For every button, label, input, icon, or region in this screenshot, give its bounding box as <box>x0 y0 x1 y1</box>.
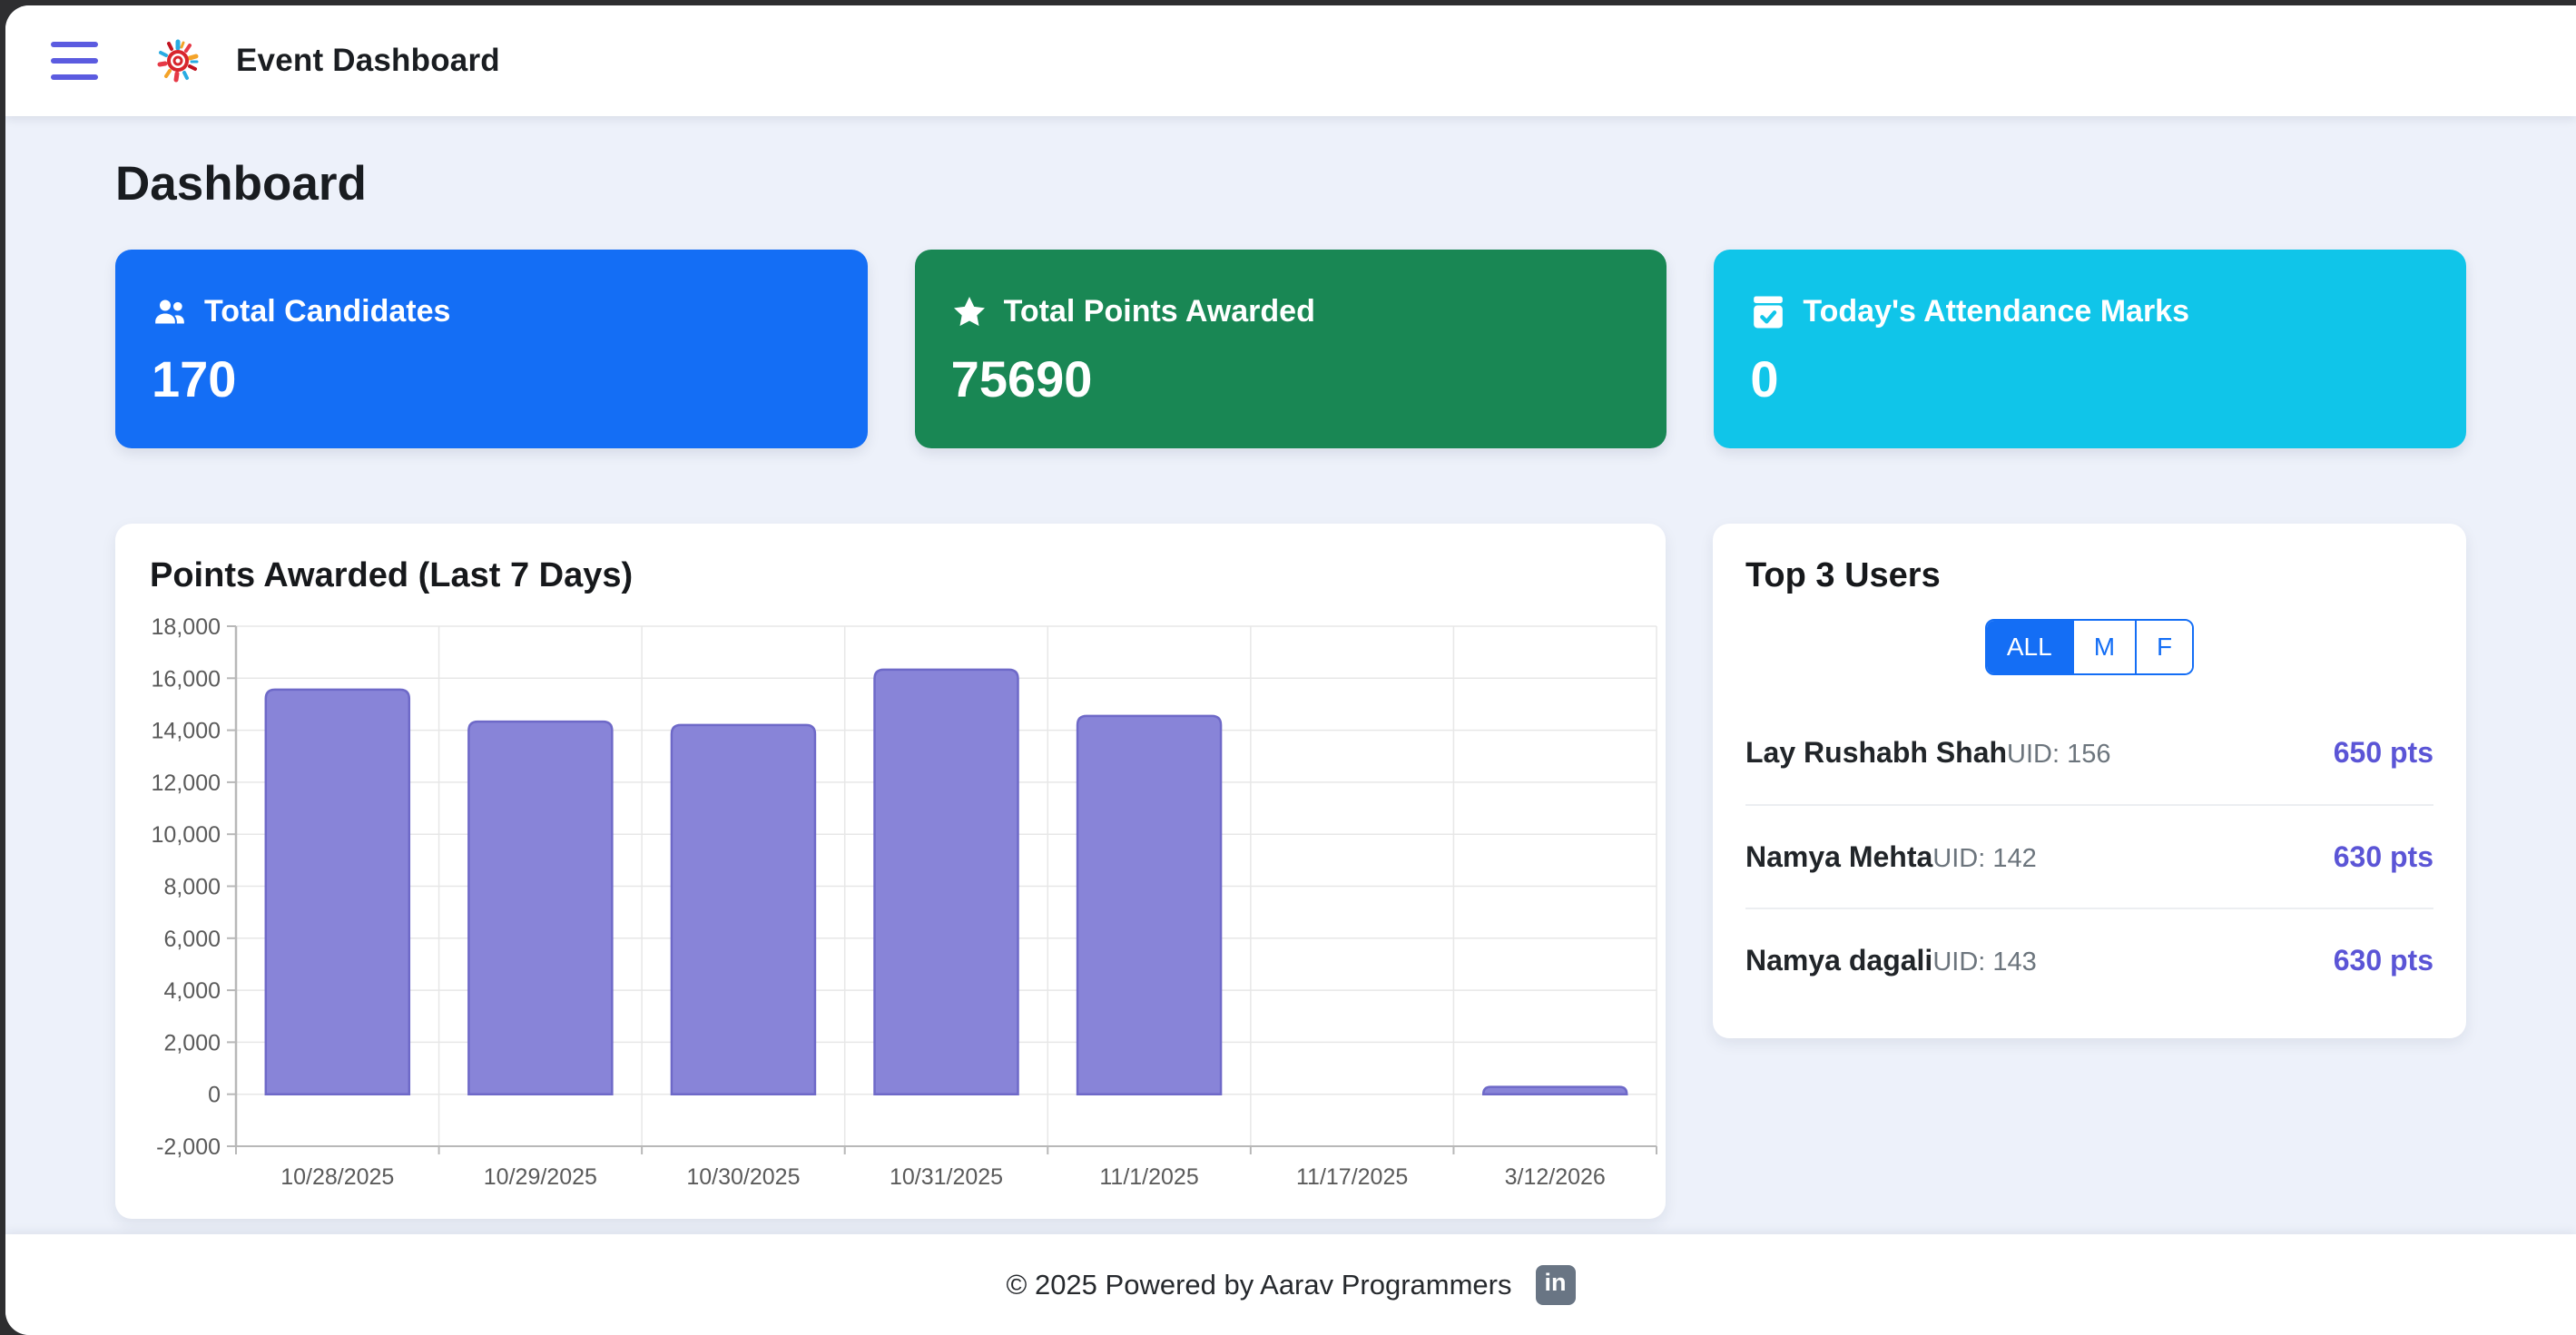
top-users-card: Top 3 Users ALL M F Lay Rushabh Shah UID:… <box>1713 524 2466 1038</box>
user-row-3: Namya dagali UID: 143 630 pts <box>1745 908 2433 1011</box>
svg-text:18,000: 18,000 <box>152 614 221 640</box>
filter-male-button[interactable]: M <box>2071 621 2136 673</box>
svg-text:10/29/2025: 10/29/2025 <box>484 1164 597 1190</box>
svg-text:11/1/2025: 11/1/2025 <box>1099 1164 1198 1190</box>
dashboard-body-row: Points Awarded (Last 7 Days) 18,000 16,00… <box>115 524 2466 1219</box>
user-uid: UID: 142 <box>1932 843 2037 873</box>
gender-filter-group: ALL M F <box>1984 619 2195 675</box>
svg-text:3/12/2026: 3/12/2026 <box>1505 1164 1606 1190</box>
stats-row: Total Candidates 170 Total Points Awarde… <box>115 250 2467 448</box>
stat-card-total-points: Total Points Awarded 75690 <box>914 250 1667 448</box>
chart-title: Points Awarded (Last 7 Days) <box>150 556 634 594</box>
svg-text:14,000: 14,000 <box>152 719 221 744</box>
stat-value: 0 <box>1750 349 1779 407</box>
svg-text:10,000: 10,000 <box>152 822 221 848</box>
svg-text:-2,000: -2,000 <box>156 1134 221 1160</box>
page-title: Dashboard <box>115 157 367 211</box>
copyright-text: © 2025 Powered by Aarav Programmers <box>1006 1268 1512 1301</box>
top-navbar: Event Dashboard <box>5 5 2576 116</box>
points-bar-chart: 18,000 16,000 14,000 12,000 10,000 8,000 6,000… <box>152 614 1657 1190</box>
user-name: Namya Mehta <box>1745 839 1933 873</box>
svg-text:6,000: 6,000 <box>163 927 221 952</box>
svg-text:11/17/2025: 11/17/2025 <box>1296 1164 1408 1190</box>
user-row-2: Namya Mehta UID: 142 630 pts <box>1745 804 2433 908</box>
top-users-title: Top 3 Users <box>1745 556 1941 594</box>
main-content: Dashboard Total Candidates 170 <box>5 116 2576 1222</box>
filter-female-button[interactable]: F <box>2135 621 2193 673</box>
hamburger-menu-icon[interactable] <box>51 42 98 80</box>
star-icon <box>953 296 985 326</box>
stat-label: Total Points Awarded <box>1003 294 1315 329</box>
user-row-1: Lay Rushabh Shah UID: 156 650 pts <box>1745 701 2433 804</box>
user-name: Namya dagali <box>1745 943 1933 977</box>
svg-text:2,000: 2,000 <box>163 1030 221 1055</box>
stat-card-total-candidates: Total Candidates 170 <box>115 250 868 448</box>
svg-text:10/28/2025: 10/28/2025 <box>280 1164 394 1190</box>
user-uid: UID: 143 <box>1932 947 2037 977</box>
points-chart-card: Points Awarded (Last 7 Days) 18,000 16,00… <box>115 524 1666 1219</box>
user-name: Lay Rushabh Shah <box>1745 735 2008 769</box>
top-users-list: Lay Rushabh Shah UID: 156 650 pts Namya M… <box>1745 701 2433 1011</box>
filter-all-button[interactable]: ALL <box>1986 621 2072 673</box>
svg-text:4,000: 4,000 <box>163 978 221 1004</box>
stat-label: Total Candidates <box>204 294 451 329</box>
svg-text:8,000: 8,000 <box>163 875 221 900</box>
page-footer: © 2025 Powered by Aarav Programmers in <box>5 1234 2576 1335</box>
user-points: 630 pts <box>2333 943 2433 977</box>
event-logo-icon <box>157 39 199 83</box>
svg-text:16,000: 16,000 <box>152 666 221 692</box>
stat-label: Today's Attendance Marks <box>1803 294 2189 329</box>
user-points: 650 pts <box>2333 735 2433 769</box>
svg-text:12,000: 12,000 <box>152 771 221 796</box>
app-window: Event Dashboard Dashboard Total Candidat… <box>5 5 2576 1335</box>
calendar-check-icon <box>1754 296 1784 328</box>
stat-value: 170 <box>152 349 237 407</box>
app-title: Event Dashboard <box>236 43 500 78</box>
stat-card-todays-attendance: Today's Attendance Marks 0 <box>1714 250 2467 448</box>
people-icon <box>155 299 184 323</box>
svg-text:10/30/2025: 10/30/2025 <box>686 1164 800 1190</box>
user-points: 630 pts <box>2333 839 2433 873</box>
svg-text:10/31/2025: 10/31/2025 <box>890 1164 1003 1190</box>
stat-value: 75690 <box>950 349 1093 407</box>
svg-text:0: 0 <box>208 1083 221 1108</box>
linkedin-icon[interactable]: in <box>1535 1264 1576 1305</box>
user-uid: UID: 156 <box>2007 739 2111 769</box>
